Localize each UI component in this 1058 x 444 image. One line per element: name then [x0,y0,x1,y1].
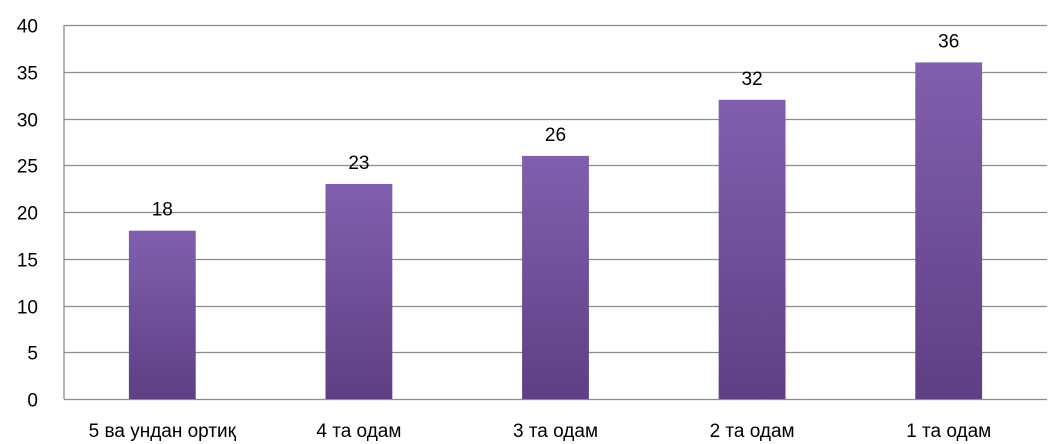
y-tick-label: 30 [17,111,38,132]
y-tick-label: 20 [17,204,38,225]
y-tick-label: 10 [17,298,38,319]
y-tick-label: 0 [27,391,38,412]
x-axis-category-labels: 5 ва ундан ортиқ 4 та одам 3 та одам 2 та о… [89,421,992,442]
x-category-label: 4 та одам [316,421,401,442]
data-label: 23 [348,153,369,174]
axes [63,25,1047,401]
x-category-label: 3 та одам [513,421,598,442]
bar [915,62,983,400]
y-tick-label: 40 [17,17,38,38]
data-label: 36 [938,31,959,52]
bar [128,230,196,399]
y-tick-label: 25 [17,157,38,178]
data-label: 18 [152,200,173,221]
bar [718,99,786,400]
data-label: 32 [742,69,763,90]
data-label: 26 [545,125,566,146]
bar [522,155,589,399]
y-tick-label: 5 [27,344,38,365]
x-category-label: 2 та одам [710,421,795,442]
y-axis-tick-labels: 0 5 10 15 20 25 30 35 40 [17,17,38,412]
bar [325,183,393,399]
y-tick-label: 15 [17,251,38,272]
x-category-label: 5 ва ундан ортиқ [89,421,237,442]
x-category-label: 1 та одам [906,421,991,442]
bars [128,62,983,400]
y-tick-label: 35 [17,64,38,85]
data-labels: 18 23 26 32 36 [152,31,960,220]
